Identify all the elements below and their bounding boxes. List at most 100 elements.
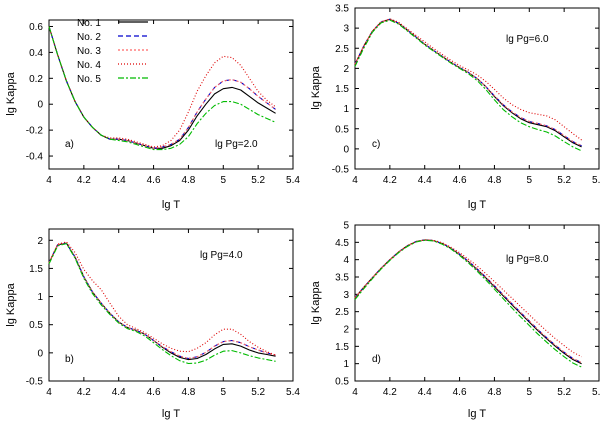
y-tick-label: 1.5 [29, 264, 43, 275]
pressure-annotation: lg Pg=8.0 [506, 254, 549, 265]
x-tick-label: 5.4 [286, 175, 300, 186]
y-tick-label: 3 [343, 24, 349, 35]
y-tick-label: -0.5 [26, 377, 44, 388]
panel-label: d) [372, 354, 381, 365]
y-tick-label: 0.5 [335, 124, 349, 135]
y-tick-label: 1.5 [335, 342, 349, 353]
series-lines [48, 26, 276, 151]
y-tick-label: 0.5 [29, 320, 43, 331]
x-tick-label: 4.8 [487, 387, 501, 398]
series-line-no-4 [354, 18, 582, 141]
series-line-no-2 [48, 26, 276, 149]
plot-frame [354, 224, 600, 382]
y-tick-label: 0.6 [29, 22, 43, 33]
y-axis-label: lg Kappa [310, 65, 322, 109]
series-line-no-3 [48, 242, 276, 360]
y-tick-label: 3.5 [335, 273, 349, 284]
y-tick-label: 1 [37, 292, 43, 303]
y-tick-label: 5 [343, 221, 349, 232]
y-ticks: 0.6 0.4 0.2 0 -0.2 -0.4 [26, 22, 293, 163]
pressure-annotation: lg Pg=6.0 [506, 34, 549, 45]
x-tick-label: 5 [527, 175, 533, 186]
series-lines [354, 239, 582, 368]
y-tick-label: 1 [343, 104, 349, 115]
x-tick-label: 4.6 [453, 175, 467, 186]
x-ticks: 4 4.2 4.4 4.6 4.8 5 5.2 5.4 [352, 8, 600, 186]
pressure-annotation: lg Pg=2.0 [215, 139, 258, 150]
x-tick-label: 4.8 [487, 175, 501, 186]
panel-label: c) [372, 139, 380, 150]
legend-label-3: No. 3 [77, 46, 101, 57]
x-tick-label: 4.4 [112, 175, 126, 186]
x-ticks: 4 4.2 4.4 4.6 4.8 5 5.2 5.4 [46, 229, 300, 398]
x-tick-label: 4.6 [453, 387, 467, 398]
series-line-no-3 [354, 18, 582, 147]
plot-frame [354, 7, 600, 170]
series-line-no-5 [354, 19, 582, 152]
x-tick-label: 5.2 [251, 387, 265, 398]
y-tick-label: 2 [343, 64, 349, 75]
series-line-no-4 [48, 26, 276, 148]
plot-frame [48, 228, 294, 382]
y-tick-label: 0.4 [29, 48, 43, 59]
panel-label: b) [65, 354, 74, 365]
y-ticks: 5 4.5 4 3.5 3 2.5 2 1.5 1 0.5 [335, 221, 599, 388]
y-tick-label: 0 [37, 100, 43, 111]
panel-d: 4 4.2 4.4 4.6 4.8 5 5.2 5.4 5 4.5 4 3.5 3 2.5 2 1.5 1 0.… [310, 221, 600, 421]
x-tick-label: 5.2 [557, 387, 571, 398]
y-axis-label: lg Kappa [310, 280, 322, 324]
y-tick-label: 4 [343, 255, 349, 266]
y-tick-label: 3.5 [335, 4, 349, 15]
x-tick-label: 4.6 [147, 175, 161, 186]
x-tick-label: 5.2 [251, 175, 265, 186]
x-axis-label: lg T [162, 199, 180, 211]
x-tick-label: 4.2 [77, 175, 91, 186]
series-line-no-1 [48, 26, 276, 149]
legend-label-4: No. 4 [77, 60, 101, 71]
y-axis-label: lg Kappa [5, 282, 17, 326]
legend: No. 1 No. 2 No. 3 No. 4 No. 5 [77, 18, 148, 85]
panel-b: 4 4.2 4.4 4.6 4.8 5 5.2 5.4 21.510.50-0.5 lg T … [5, 228, 300, 420]
x-tick-label: 5.4 [286, 387, 300, 398]
x-axis-label: lg T [162, 408, 180, 420]
x-tick-label: 5.4 [592, 175, 600, 186]
x-tick-label: 4.2 [77, 387, 91, 398]
series-line-no-5 [48, 243, 276, 365]
series-line-no-3 [48, 26, 276, 149]
x-ticks: 4 4.2 4.4 4.6 4.8 5 5.2 5.4 [352, 225, 600, 398]
y-tick-label: 2.5 [335, 307, 349, 318]
y-tick-label: 1 [343, 359, 349, 370]
x-tick-label: 5 [527, 387, 533, 398]
x-tick-label: 4.4 [418, 175, 432, 186]
x-tick-label: 4.8 [181, 387, 195, 398]
y-axis-label: lg Kappa [5, 71, 17, 115]
y-tick-label: 3 [343, 290, 349, 301]
panel-label: a) [65, 139, 74, 150]
x-ticks: 4 4.2 4.4 4.6 4.8 5 5.2 5.4 [46, 20, 300, 186]
legend-label-5: No. 5 [77, 74, 101, 85]
x-tick-label: 4 [352, 175, 358, 186]
y-ticks: 2 1.5 1 0.5 0 -0.5 [26, 236, 293, 388]
y-ticks: 3.5 3 2.5 2 1.5 1 0.5 0 -0.5 [332, 4, 599, 176]
plot-frame [48, 19, 294, 170]
y-tick-label: 2 [37, 236, 43, 247]
x-tick-label: 4 [352, 387, 358, 398]
series-line-no-5 [354, 239, 582, 368]
y-tick-label: 0.5 [335, 377, 349, 388]
panel-c: 4 4.2 4.4 4.6 4.8 5 5.2 5.4 3.5 3 2.5 2 1.5 1 0.5 0 -0.… [310, 4, 600, 212]
y-tick-label: -0.5 [332, 165, 350, 176]
x-tick-label: 5.2 [557, 175, 571, 186]
x-tick-label: 5 [221, 387, 227, 398]
series-line-no-4 [354, 239, 582, 358]
series-lines [354, 18, 582, 152]
x-tick-label: 4.2 [383, 175, 397, 186]
y-tick-label: 0 [343, 144, 349, 155]
x-tick-label: 4 [46, 387, 52, 398]
x-tick-label: 4.2 [383, 387, 397, 398]
y-tick-label: 0 [37, 348, 43, 359]
y-tick-label: 2.5 [335, 44, 349, 55]
x-tick-label: 4.6 [147, 387, 161, 398]
x-tick-label: 5.4 [592, 387, 600, 398]
y-tick-label: -0.2 [26, 126, 44, 137]
